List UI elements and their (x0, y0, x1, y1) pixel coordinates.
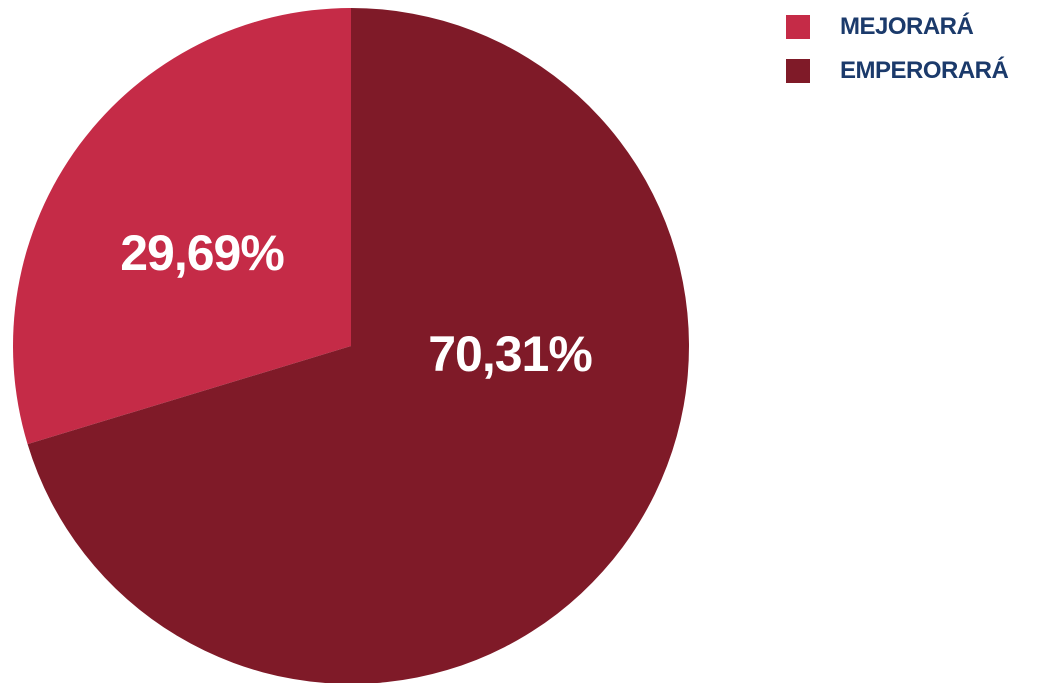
legend-swatch-mejorara (786, 15, 810, 39)
legend: MEJORARÁ EMPERORARÁ (786, 12, 1009, 100)
pie-slice-0 (13, 8, 351, 445)
pie-labels: 29,69% 70,31% (120, 225, 593, 382)
pie-slice-label-0: 29,69% (120, 225, 284, 281)
pie-slices (13, 8, 689, 683)
legend-swatch-emperorara (786, 59, 810, 83)
legend-label-mejorara: MEJORARÁ (840, 13, 974, 40)
pie-slice-label-1: 70,31% (428, 326, 592, 382)
legend-label-emperorara: EMPERORARÁ (840, 57, 1009, 84)
legend-item-emperorara: EMPERORARÁ (786, 56, 1009, 86)
pie-slice-1 (27, 8, 689, 683)
legend-item-mejorara: MEJORARÁ (786, 12, 1008, 42)
